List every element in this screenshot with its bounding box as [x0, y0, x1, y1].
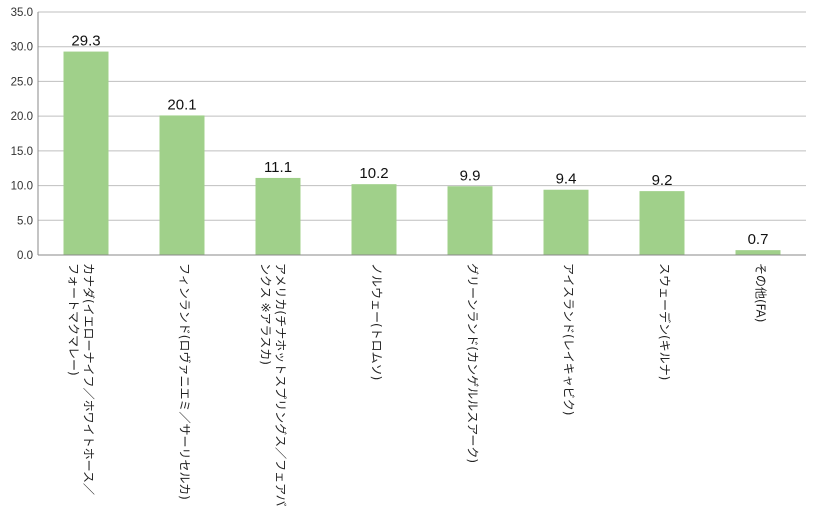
bar: [735, 250, 781, 255]
bar: [63, 51, 109, 256]
axes: [37, 12, 806, 256]
bars: [63, 51, 781, 256]
x-axis-labels: カナダ(イエローナイフ／ホワイトホース／フォートマクマレー) フィンランド(ロヴァ…: [67, 263, 768, 507]
bar: [543, 189, 589, 255]
y-tick-label: 25.0: [11, 76, 33, 88]
data-label: 11.1: [264, 159, 292, 176]
x-category-label: フィンランド(ロヴァニエミ／サーリセルカ): [178, 263, 193, 500]
data-labels: 29.3 20.1 11.1 10.2 9.9 9.4 9.2 0.7: [71, 33, 768, 249]
bar: [159, 115, 205, 255]
data-label: 10.2: [359, 165, 388, 182]
data-label: 9.9: [460, 167, 481, 184]
y-tick-label: 35.0: [11, 7, 33, 19]
data-label: 20.1: [167, 96, 196, 113]
bar: [639, 191, 685, 255]
x-tick-label-line: カナダ(イエローナイフ／ホワイトホース／: [82, 263, 97, 495]
x-category-label: グリーンランド(カンゲルルスアーク): [466, 263, 480, 463]
x-tick-label-line: グリーンランド(カンゲルルスアーク): [466, 263, 480, 463]
data-label: 29.3: [71, 33, 100, 50]
y-tick-label: 30.0: [11, 42, 33, 54]
x-tick-label-line: フォートマクマレー): [67, 263, 81, 376]
x-category-label: アイスランド(レイキャビク): [562, 263, 576, 415]
x-category-label: カナダ(イエローナイフ／ホワイトホース／フォートマクマレー): [67, 263, 97, 495]
x-tick-label-line: ノルウェー(トロムソ): [370, 263, 384, 380]
x-tick-label-line: フィンランド(ロヴァニエミ／サーリセルカ): [178, 263, 193, 500]
x-tick-label-line: アイスランド(レイキャビク): [562, 263, 576, 415]
y-axis-ticks: 0.0 5.0 10.0 15.0 20.0 25.0 30.0 35.0: [11, 7, 33, 262]
x-category-label: スウェーデン(キルナ): [658, 263, 673, 380]
y-tick-label: 15.0: [11, 146, 33, 158]
x-category-label: その他(FA): [754, 263, 768, 322]
x-category-label: ノルウェー(トロムソ): [370, 263, 384, 380]
x-tick-label-line: スウェーデン(キルナ): [658, 263, 673, 380]
bar: [255, 177, 301, 255]
gridlines: [38, 11, 806, 256]
bar: [447, 186, 493, 255]
data-label: 9.2: [652, 172, 673, 189]
x-tick-label-line: アメリカ(チナホットスプリングス／フェアバ: [274, 263, 288, 507]
y-tick-label: 5.0: [17, 215, 33, 227]
y-tick-label: 10.0: [11, 181, 33, 193]
bar: [351, 184, 397, 255]
x-tick-label-line: その他(FA): [754, 263, 768, 322]
x-tick-label-line: ンクス ※アラスカ): [259, 263, 273, 365]
data-label: 9.4: [556, 171, 577, 188]
y-tick-label: 0.0: [17, 250, 33, 262]
data-label: 0.7: [748, 231, 769, 248]
y-tick-label: 20.0: [11, 111, 33, 123]
